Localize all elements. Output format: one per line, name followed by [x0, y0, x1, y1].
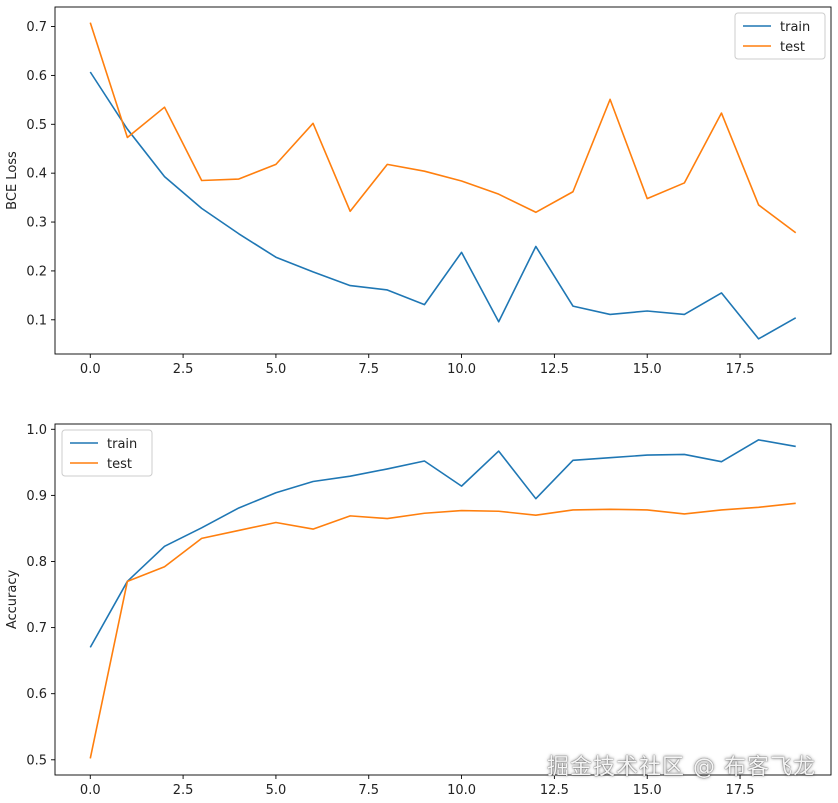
legend-box [61, 429, 153, 477]
x-tick-label: 15.0 [633, 362, 662, 377]
legend: train test [61, 429, 153, 477]
y-tick-label: 0.4 [26, 167, 47, 182]
legend-label-train: train [107, 437, 137, 452]
plot-frame [54, 6, 832, 355]
series-line-train [89, 71, 797, 340]
y-tick-label: 0.5 [26, 118, 47, 133]
x-tick-label: 2.5 [173, 362, 194, 377]
x-tick-label: 7.5 [358, 362, 379, 377]
y-tick-label: 1.0 [26, 423, 47, 438]
series-line-test [89, 22, 797, 234]
legend-label-test: test [780, 40, 805, 55]
x-tick-label: 12.5 [540, 362, 569, 377]
y-tick-label: 0.6 [26, 687, 47, 702]
x-tick-label: 12.5 [540, 783, 569, 798]
y-tick-label: 0.7 [26, 621, 47, 636]
x-tick-label: 7.5 [358, 783, 379, 798]
y-tick-label: 0.3 [26, 216, 47, 231]
y-axis-label: BCE Loss [5, 151, 20, 210]
y-axis-label: Accuracy [5, 570, 20, 630]
x-tick-label: 2.5 [173, 783, 194, 798]
x-tick-label: 15.0 [633, 783, 662, 798]
y-tick-label: 0.5 [26, 753, 47, 768]
legend: train test [734, 12, 826, 60]
accuracy-chart: 0.0 2.5 5.0 7.5 10.0 12.5 15.0 17.5 0.5 0.6 0.7 0.8… [5, 423, 832, 798]
y-tick-label: 0.7 [26, 20, 47, 35]
y-tick-label: 0.6 [26, 69, 47, 84]
y-tick-label: 0.1 [26, 313, 47, 328]
x-tick-label: 17.5 [726, 783, 755, 798]
y-tick-label: 0.8 [26, 555, 47, 570]
plot-frame [54, 423, 832, 776]
watermark-text: 掘金技术社区 @ 布客飞龙 [547, 755, 816, 780]
x-tick-label: 5.0 [266, 362, 287, 377]
x-tick-label: 10.0 [447, 362, 476, 377]
legend-label-train: train [780, 20, 810, 35]
x-tick-label: 0.0 [80, 362, 101, 377]
legend-label-test: test [107, 457, 132, 472]
y-tick-label: 0.2 [26, 264, 47, 279]
series-line-test [89, 502, 796, 759]
x-tick-label: 5.0 [266, 783, 287, 798]
series-line-train [89, 439, 796, 648]
y-tick-label: 0.9 [26, 489, 47, 504]
x-tick-label: 17.5 [726, 362, 755, 377]
x-tick-label: 0.0 [80, 783, 101, 798]
loss-chart: 0.0 2.5 5.0 7.5 10.0 12.5 15.0 17.5 0.1 0.2 0.3 0.4… [5, 6, 832, 377]
legend-box [734, 12, 826, 60]
x-tick-label: 10.0 [447, 783, 476, 798]
